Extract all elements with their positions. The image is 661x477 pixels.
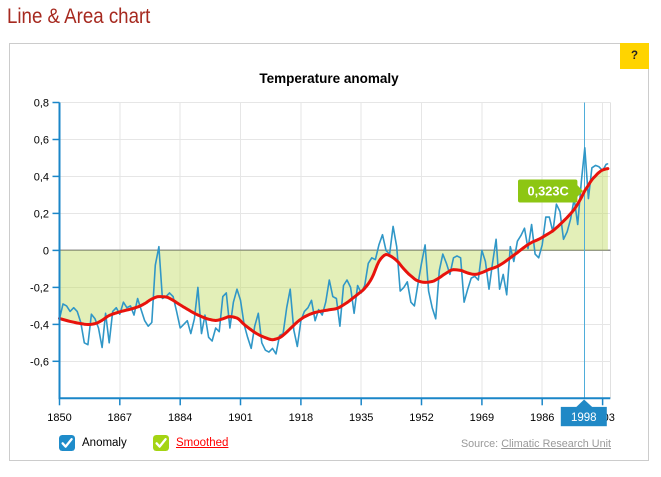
svg-text:1867: 1867 [108, 412, 132, 424]
svg-text:-0,2: -0,2 [30, 282, 49, 294]
svg-text:1850: 1850 [47, 412, 71, 424]
svg-text:-0,6: -0,6 [30, 356, 49, 368]
svg-text:1901: 1901 [228, 412, 252, 424]
svg-text:0,6: 0,6 [34, 135, 49, 147]
svg-text:1986: 1986 [530, 412, 554, 424]
svg-text:1969: 1969 [470, 412, 494, 424]
svg-text:0,4: 0,4 [34, 171, 49, 183]
svg-text:1935: 1935 [349, 412, 373, 424]
svg-text:1918: 1918 [289, 412, 313, 424]
svg-text:1952: 1952 [409, 412, 433, 424]
svg-text:1884: 1884 [168, 412, 192, 424]
svg-text:0,323C: 0,323C [528, 183, 569, 198]
svg-text:0,2: 0,2 [34, 208, 49, 220]
svg-text:0: 0 [43, 245, 49, 257]
svg-text:0,8: 0,8 [34, 98, 49, 110]
svg-text:-0,4: -0,4 [30, 319, 49, 331]
svg-text:1998: 1998 [571, 412, 597, 424]
